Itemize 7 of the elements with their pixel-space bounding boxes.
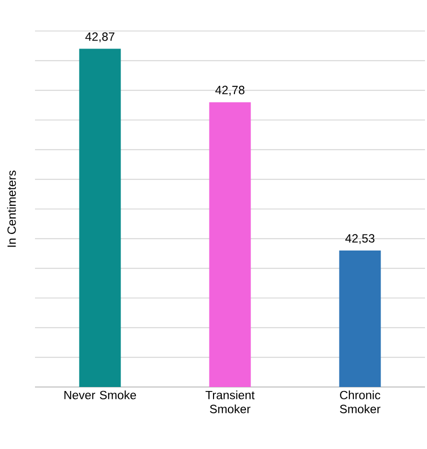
x-tick-label: Chronic Smoker: [340, 390, 380, 414]
data-label: 42,78: [215, 86, 244, 96]
x-tick-label: Never Smoke: [64, 390, 136, 400]
x-tick-label: Transient Smoker: [206, 390, 255, 414]
data-label: 42,87: [85, 32, 114, 42]
y-axis-title: In Centimeters: [7, 170, 16, 247]
data-label: 42,53: [345, 234, 374, 244]
